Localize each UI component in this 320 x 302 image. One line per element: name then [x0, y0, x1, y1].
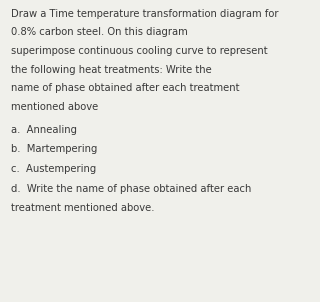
Text: Draw a Time temperature transformation diagram for: Draw a Time temperature transformation d… — [11, 8, 279, 19]
Text: name of phase obtained after each treatment: name of phase obtained after each treatm… — [11, 83, 240, 94]
Text: treatment mentioned above.: treatment mentioned above. — [11, 203, 155, 214]
Text: superimpose continuous cooling curve to represent: superimpose continuous cooling curve to … — [11, 46, 268, 56]
Text: the following heat treatments: Write the: the following heat treatments: Write the — [11, 65, 212, 75]
Text: d.  Write the name of phase obtained after each: d. Write the name of phase obtained afte… — [11, 184, 252, 194]
Text: mentioned above: mentioned above — [11, 102, 99, 112]
Text: a.  Annealing: a. Annealing — [11, 125, 77, 135]
Text: b.  Martempering: b. Martempering — [11, 144, 98, 155]
Text: c.  Austempering: c. Austempering — [11, 164, 96, 174]
Text: 0.8% carbon steel. On this diagram: 0.8% carbon steel. On this diagram — [11, 27, 188, 37]
